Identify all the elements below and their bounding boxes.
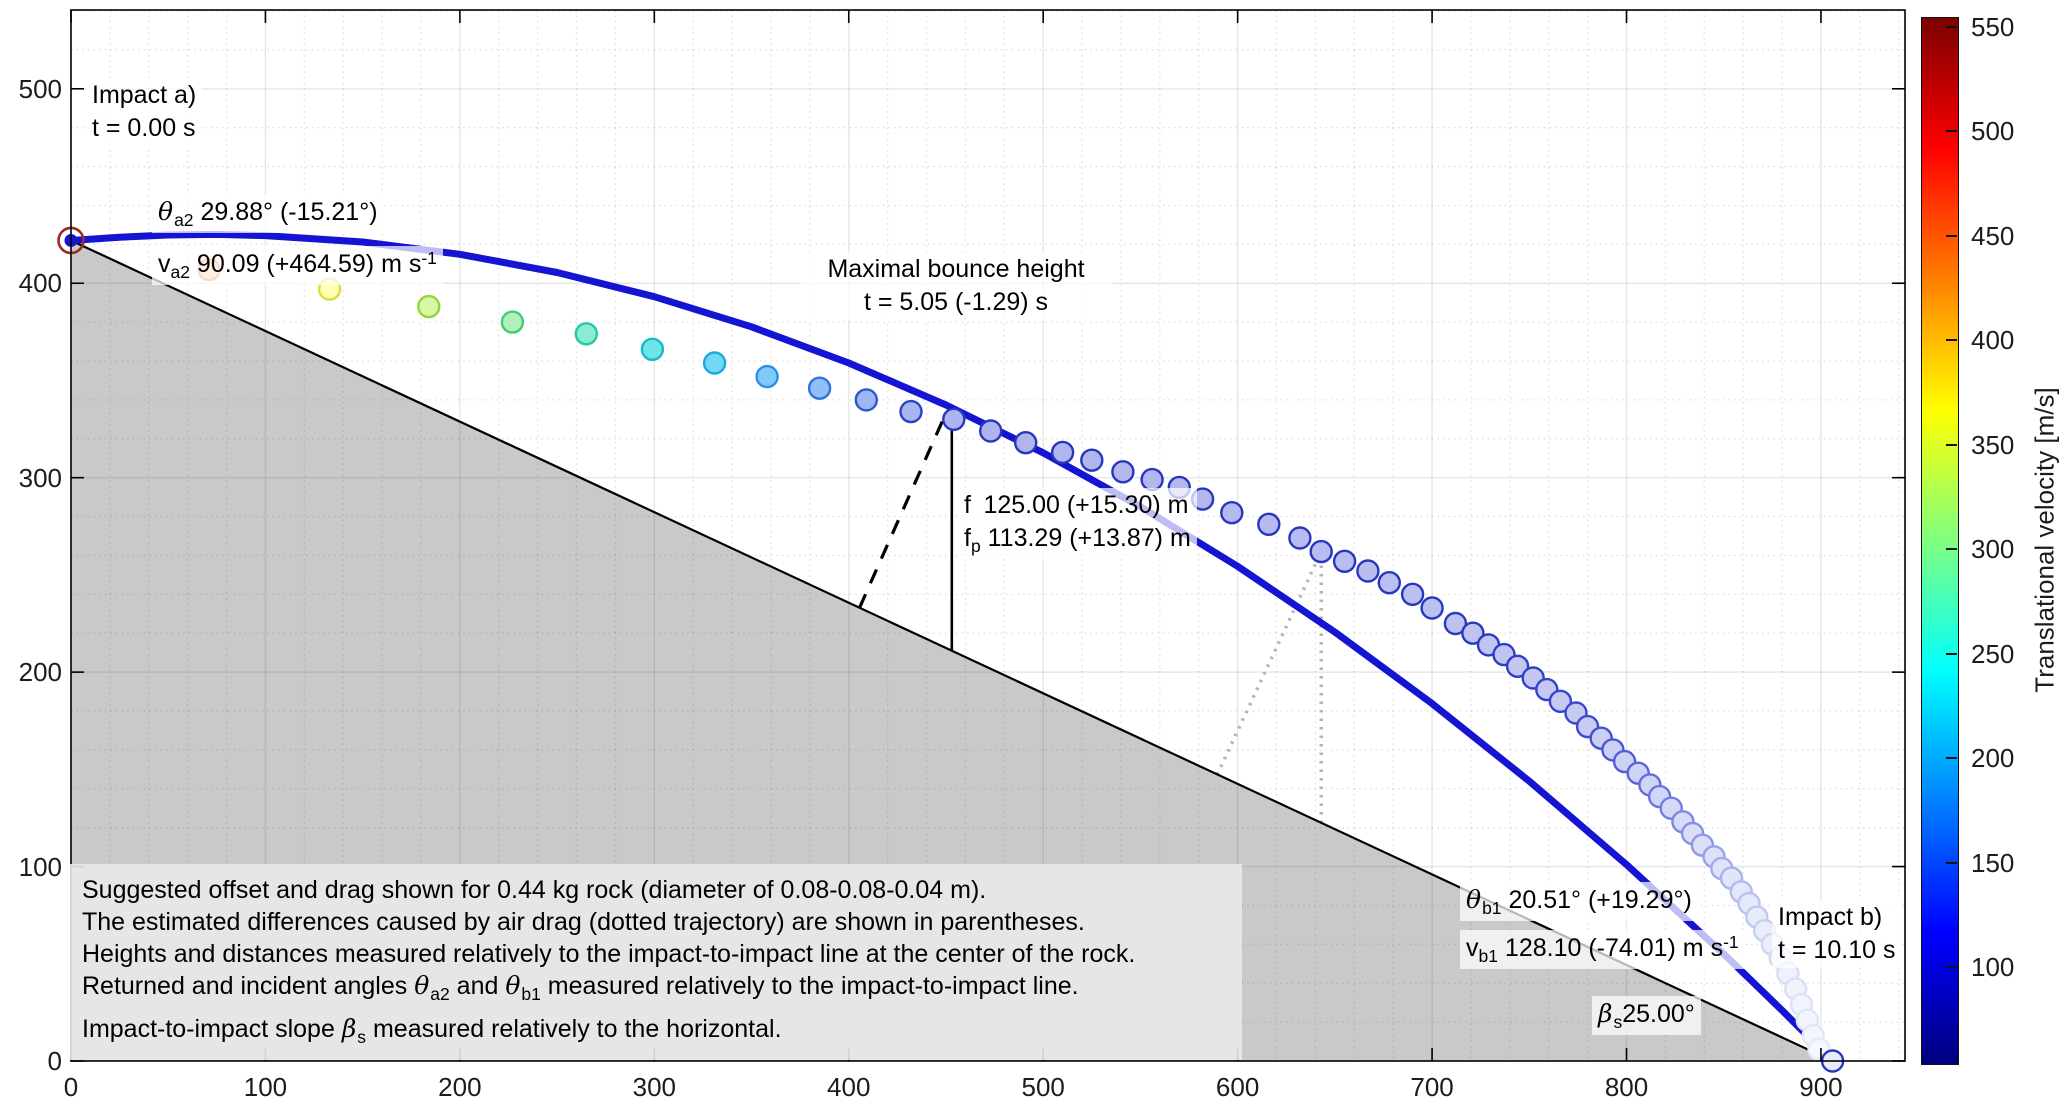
trajectory-marker xyxy=(1422,598,1443,619)
max-bounce-title: Maximal bounce height xyxy=(806,253,1106,286)
x-tick-label: 700 xyxy=(1410,1072,1453,1103)
y-tick-label: 200 xyxy=(4,657,62,688)
trajectory-marker xyxy=(856,389,877,410)
colorbar-tick-label: 150 xyxy=(1971,848,2014,879)
colorbar-tick-label: 300 xyxy=(1971,534,2014,565)
trajectory-marker xyxy=(1142,469,1163,490)
impact-a-time: t = 0.00 s xyxy=(92,112,196,145)
velocity-colorbar xyxy=(1921,17,1959,1065)
bounce-height-f-label: f 125.00 (+15.30) m fp 113.29 (+13.87) m xyxy=(958,488,1197,559)
trajectory-marker xyxy=(809,378,830,399)
colorbar-tick-label: 100 xyxy=(1971,952,2014,983)
impact-a-title: Impact a) xyxy=(92,79,196,112)
impact-b-label: Impact b) t = 10.10 s xyxy=(1772,900,1901,968)
trajectory-marker xyxy=(757,366,778,387)
trajectory-marker xyxy=(1015,432,1036,453)
fp-perpendicular-dashed-line xyxy=(859,417,944,608)
x-tick-label: 300 xyxy=(633,1072,676,1103)
colorbar-tick xyxy=(1946,757,1957,759)
colorbar-tick xyxy=(1946,235,1957,237)
note-line: Returned and incident angles θa2 and θb1… xyxy=(82,970,1230,1006)
colorbar-tick xyxy=(1946,653,1957,655)
colorbar-tick-label: 200 xyxy=(1971,743,2014,774)
figure-notes-box: Suggested offset and drag shown for 0.44… xyxy=(70,864,1242,1060)
colorbar-tick-label: 500 xyxy=(1971,116,2014,147)
x-tick-label: 600 xyxy=(1216,1072,1259,1103)
colorbar-tick-label: 550 xyxy=(1971,12,2014,43)
colorbar-tick xyxy=(1946,339,1957,341)
colorbar-tick xyxy=(1946,548,1957,550)
x-tick-label: 400 xyxy=(827,1072,870,1103)
max-bounce-label: Maximal bounce height t = 5.05 (-1.29) s xyxy=(800,252,1112,320)
colorbar-tick-label: 250 xyxy=(1971,639,2014,670)
note-line: The estimated differences caused by air … xyxy=(82,906,1230,938)
x-tick-label: 200 xyxy=(438,1072,481,1103)
trajectory-marker xyxy=(1357,561,1378,582)
trajectory-marker xyxy=(1402,584,1423,605)
trajectory-marker xyxy=(1052,442,1073,463)
theta-a2-label: θa2 29.88° (-15.21°) xyxy=(152,194,384,233)
note-line: Heights and distances measured relativel… xyxy=(82,938,1230,970)
theta-b1-label: θb1 20.51° (+19.29°) xyxy=(1460,882,1698,921)
fp-value: fp 113.29 (+13.87) m xyxy=(964,522,1191,558)
trajectory-marker xyxy=(1334,551,1355,572)
trajectory-marker xyxy=(901,401,922,422)
trajectory-marker xyxy=(1258,514,1279,535)
colorbar-tick-label: 450 xyxy=(1971,221,2014,252)
trajectory-marker xyxy=(1289,528,1310,549)
trajectory-marker xyxy=(576,323,597,344)
rockfall-trajectory-figure: Impact a) t = 0.00 s θa2 29.88° (-15.21°… xyxy=(0,0,2067,1115)
y-tick-label: 0 xyxy=(4,1046,62,1077)
x-tick-label: 100 xyxy=(244,1072,287,1103)
y-tick-label: 300 xyxy=(4,463,62,494)
x-tick-label: 900 xyxy=(1799,1072,1842,1103)
trajectory-marker xyxy=(980,421,1001,442)
impact-b-title: Impact b) xyxy=(1778,901,1895,934)
x-tick-label: 500 xyxy=(1021,1072,1064,1103)
note-line: Suggested offset and drag shown for 0.44… xyxy=(82,874,1230,906)
v-b1-label: vb1 128.10 (-74.01) m s-1 xyxy=(1460,930,1745,969)
impact-b-time: t = 10.10 s xyxy=(1778,934,1895,967)
y-tick-label: 500 xyxy=(4,74,62,105)
trajectory-marker xyxy=(1081,450,1102,471)
trajectory-marker xyxy=(502,312,523,333)
trajectory-marker xyxy=(1112,461,1133,482)
colorbar-axis-label: Translational velocity [m/s] xyxy=(2030,387,2061,692)
colorbar-tick xyxy=(1946,26,1957,28)
impact-a-label: Impact a) t = 0.00 s xyxy=(86,78,202,146)
colorbar-tick xyxy=(1946,444,1957,446)
trajectory-marker xyxy=(1311,541,1332,562)
f-value: f 125.00 (+15.30) m xyxy=(964,489,1191,522)
trajectory-marker xyxy=(704,353,725,374)
y-tick-label: 400 xyxy=(4,268,62,299)
colorbar-tick xyxy=(1946,130,1957,132)
v-a2-label: va2 90.09 (+464.59) m s-1 xyxy=(152,246,443,285)
trajectory-marker xyxy=(642,339,663,360)
x-tick-label: 800 xyxy=(1605,1072,1648,1103)
trajectory-marker xyxy=(943,409,964,430)
trajectory-marker xyxy=(418,296,439,317)
beta-s-label: βs25.00° xyxy=(1592,996,1701,1035)
x-tick-label: 0 xyxy=(64,1072,78,1103)
note-line: Impact-to-impact slope βs measured relat… xyxy=(82,1013,1230,1049)
trajectory-marker xyxy=(1221,502,1242,523)
y-tick-label: 100 xyxy=(4,852,62,883)
colorbar-tick xyxy=(1946,862,1957,864)
max-bounce-time: t = 5.05 (-1.29) s xyxy=(806,286,1106,319)
colorbar-tick-label: 400 xyxy=(1971,325,2014,356)
colorbar-tick xyxy=(1946,966,1957,968)
colorbar-tick-label: 350 xyxy=(1971,430,2014,461)
trajectory-marker xyxy=(1379,572,1400,593)
